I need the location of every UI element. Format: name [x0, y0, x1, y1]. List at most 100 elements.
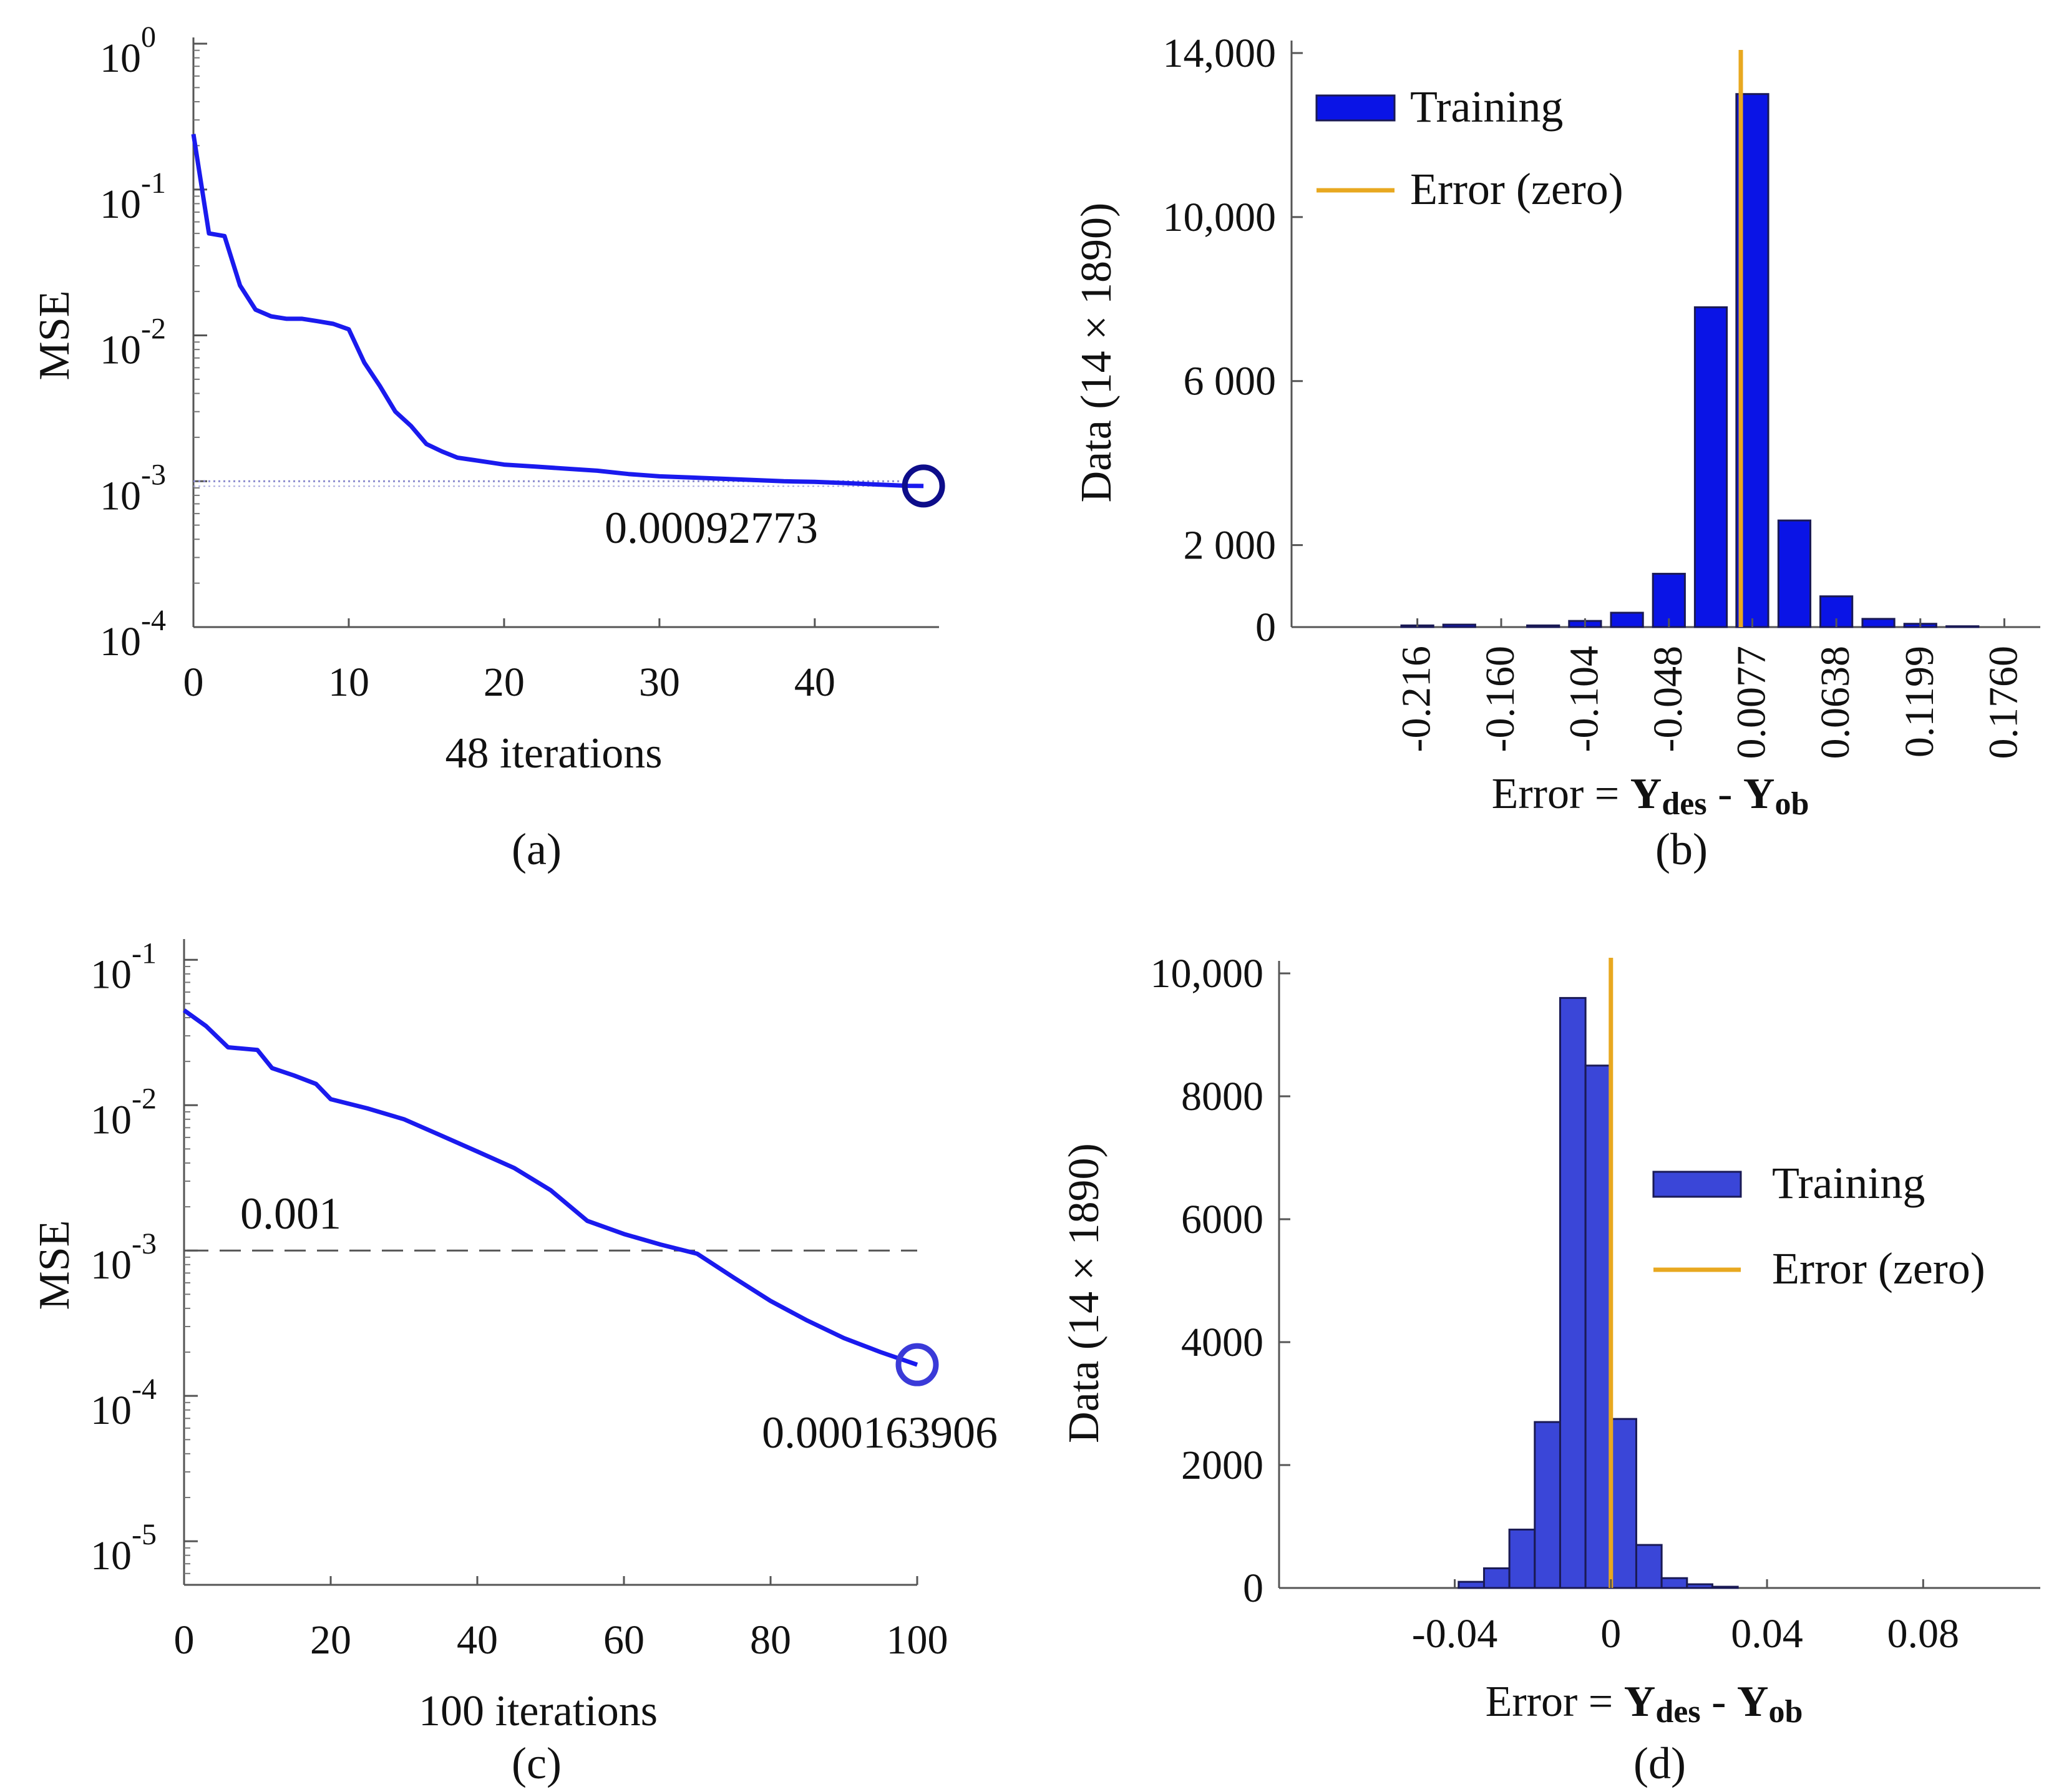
histogram-bar: [1660, 1577, 1688, 1589]
goal-label: 0.001: [240, 1189, 341, 1239]
x-tick-label: 80: [750, 1617, 791, 1663]
histogram-bar: [1861, 618, 1896, 628]
x-tick-label: 0.08: [1887, 1611, 1960, 1657]
panel-b: 14,000 10,000 6 000 2 000 0 -0.216 -0.160 -0.10…: [1073, 31, 2040, 874]
x-axis-label: 48 iterations: [445, 729, 663, 777]
x-tick-label: 0.04: [1731, 1611, 1803, 1657]
histogram-bar: [1652, 573, 1686, 628]
histogram-bar: [1945, 625, 1980, 628]
y-tick-base: 10: [90, 1533, 132, 1579]
y-tick-label: 10-3: [90, 1227, 157, 1288]
y-tick-label: 10-5: [90, 1518, 157, 1579]
x-tick-label: 20: [484, 660, 525, 705]
panel-caption: (a): [512, 824, 562, 874]
y-tick-label: 2000: [1181, 1443, 1263, 1488]
y-tick-exponent: -2: [132, 1082, 157, 1115]
best-value-label: 0.00092773: [605, 503, 818, 553]
histogram-bar: [1482, 1567, 1511, 1589]
y-tick-label: 0: [1243, 1566, 1263, 1611]
best-point-marker: [902, 464, 945, 508]
x-tick-label: 0: [183, 660, 204, 705]
x-axis-label-y1: Y: [1630, 770, 1662, 818]
y-tick-label: 4000: [1181, 1320, 1263, 1365]
legend-training-label: Training: [1772, 1158, 1925, 1208]
y-axis-label: MSE: [31, 1220, 79, 1310]
x-tick-label: -0.04: [1412, 1611, 1497, 1657]
y-tick-base: 10: [100, 473, 141, 519]
legend-training-swatch: [1652, 1171, 1742, 1198]
x-tick-label: -0.048: [1645, 646, 1691, 752]
y-tick-label: 10-1: [100, 167, 166, 227]
x-axis-label-prefix: Error =: [1486, 1678, 1624, 1726]
panel-caption: (b): [1655, 824, 1708, 874]
x-tick-label: 20: [310, 1617, 351, 1663]
x-axis-label: Error = Ydes - Yob: [1492, 770, 1809, 822]
x-axis-label-sub1: des: [1655, 1694, 1700, 1730]
x-axis-label-sep: -: [1701, 1678, 1737, 1726]
histogram-bar: [1526, 624, 1560, 628]
x-tick-label: 0.0638: [1813, 646, 1858, 759]
histogram-bar: [1610, 611, 1644, 628]
x-tick-label: -0.104: [1561, 646, 1607, 752]
x-axis-label-sub2: ob: [1774, 786, 1809, 822]
histogram-bar: [1693, 306, 1728, 628]
y-tick-exponent: -3: [132, 1227, 157, 1260]
x-tick-label: 60: [603, 1617, 645, 1663]
x-tick-label: 0.1760: [1980, 646, 2026, 759]
y-tick-label: 6000: [1181, 1197, 1263, 1242]
histogram-bar: [1584, 1064, 1612, 1589]
y-tick-exponent: -1: [132, 937, 157, 970]
x-tick-label: 0.0077: [1728, 646, 1774, 759]
y-tick-exponent: -2: [141, 313, 166, 346]
y-tick-exponent: -5: [132, 1518, 157, 1551]
y-tick-base: 10: [90, 952, 132, 997]
histogram-bar: [1508, 1528, 1536, 1589]
y-tick-exponent: -1: [141, 167, 166, 200]
training-series-line: [191, 134, 924, 489]
y-tick-label: 6 000: [1184, 359, 1277, 404]
best-value-label: 0.000163906: [762, 1408, 998, 1458]
training-series-line: [182, 1008, 918, 1367]
y-tick-label: 10-2: [90, 1082, 157, 1142]
histogram-bar: [1442, 623, 1476, 628]
y-tick-label: 10-2: [100, 313, 166, 373]
y-tick-label: 0: [1255, 605, 1276, 650]
y-tick-exponent: 0: [141, 21, 156, 54]
x-tick-label: 40: [794, 660, 835, 705]
x-tick-label: 10: [328, 660, 369, 705]
y-tick-label: 2 000: [1184, 523, 1277, 568]
y-tick-label: 10-1: [90, 937, 157, 997]
y-tick-label: 100: [100, 21, 156, 81]
y-tick-base: 10: [90, 1388, 132, 1433]
x-axis-label-y1: Y: [1624, 1678, 1656, 1726]
y-tick-base: 10: [90, 1242, 132, 1288]
histogram-bar: [1559, 996, 1587, 1589]
y-tick-label: 10-3: [100, 458, 166, 519]
y-tick-base: 10: [100, 328, 141, 373]
y-axis-label: MSE: [31, 291, 79, 381]
x-tick-label: 40: [457, 1617, 498, 1663]
x-tick-label: 0.1199: [1897, 646, 1942, 757]
x-axis-label-y2: Y: [1737, 1678, 1769, 1726]
y-tick-base: 10: [100, 36, 141, 81]
y-tick-label: 14,000: [1163, 31, 1277, 76]
panel-caption: (d): [1633, 1738, 1686, 1788]
x-tick-label: -0.160: [1477, 646, 1523, 752]
y-axis-label: Data (14 × 1890): [1073, 203, 1121, 503]
x-axis-label: Error = Ydes - Yob: [1486, 1678, 1803, 1730]
x-tick-label: 0: [174, 1617, 195, 1663]
y-tick-label: 10-4: [90, 1373, 157, 1433]
histogram-bar: [1610, 1418, 1637, 1589]
x-axis-label-prefix: Error =: [1492, 770, 1630, 818]
y-tick-label: 8000: [1181, 1074, 1263, 1119]
legend-training-label: Training: [1410, 82, 1563, 132]
y-tick-exponent: -3: [141, 458, 166, 491]
histogram-bar: [1711, 1585, 1739, 1589]
x-axis-label-y2: Y: [1743, 770, 1775, 818]
histogram-bar: [1777, 519, 1812, 628]
y-tick-base: 10: [90, 1097, 132, 1142]
x-axis-label: 100 iterations: [419, 1687, 658, 1735]
